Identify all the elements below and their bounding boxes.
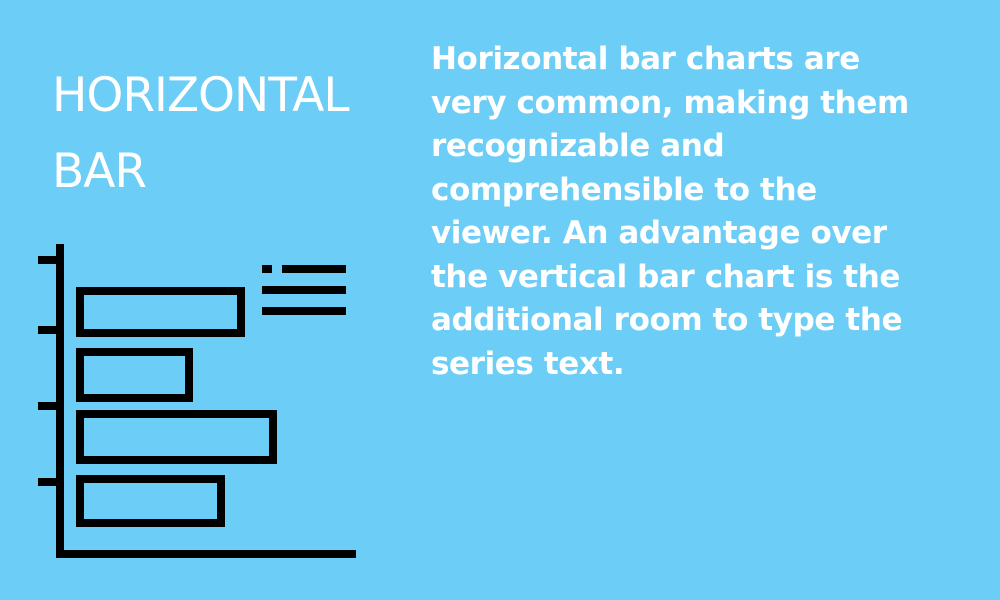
description-line: viewer. An advantage over: [431, 215, 887, 251]
bar-outline: [76, 348, 193, 402]
title-line: BAR: [52, 144, 147, 199]
title-line: HORIZONTAL: [52, 68, 350, 123]
chart-type-description: Horizontal bar charts are very common, m…: [431, 38, 986, 386]
description-line: Horizontal bar charts are: [431, 41, 860, 77]
description-line: comprehensible to the: [431, 171, 817, 208]
description-line: the vertical bar chart is the: [431, 258, 901, 295]
bar-outline: [76, 287, 245, 337]
bar-outline: [76, 410, 277, 464]
description-line: recognizable and: [431, 128, 725, 164]
description-line: additional room to type the: [431, 302, 903, 338]
description-line: series text.: [431, 345, 625, 382]
chart-type-title: HORIZONTAL BAR: [52, 58, 402, 210]
description-line: very common, making them: [431, 84, 909, 121]
bar-outline: [76, 475, 225, 527]
